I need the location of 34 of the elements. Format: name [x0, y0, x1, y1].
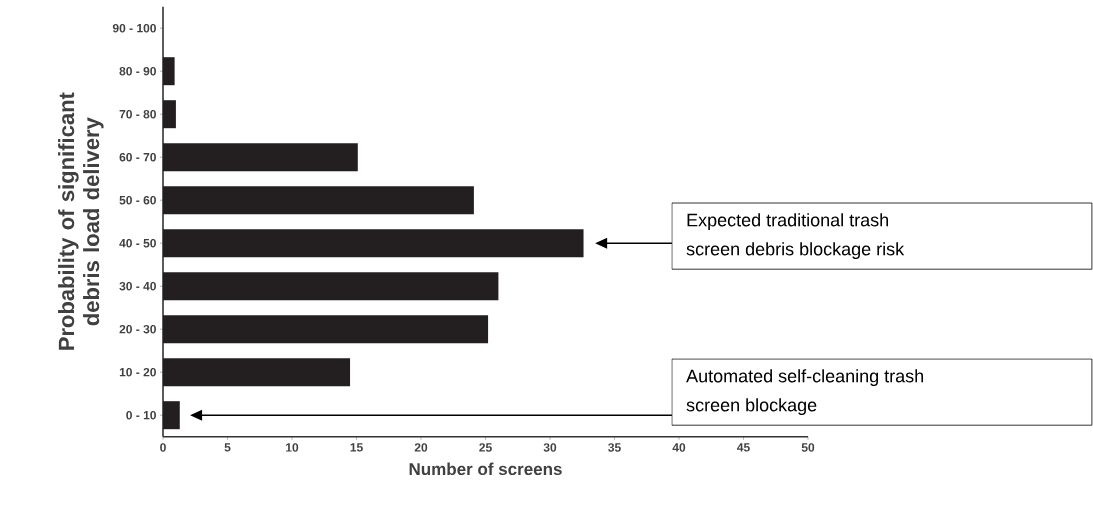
x-tick-label: 35: [608, 443, 621, 452]
x-tick-label: 50: [801, 443, 815, 452]
y-tick-label: 40 - 50: [119, 238, 156, 248]
annotation: Expected traditional trash screen debris blockage risk: [686, 213, 905, 259]
bar: [163, 57, 175, 86]
bar: [163, 143, 358, 172]
y-tick-label: 80 - 90: [119, 66, 156, 76]
x-tick-label: 25: [479, 443, 492, 452]
x-tick-label: 45: [737, 443, 750, 452]
y-tick-label: 90 - 100: [112, 23, 156, 33]
y-tick-label: 60 - 70: [119, 152, 156, 162]
x-axis-title: Number of screens: [409, 462, 562, 476]
y-tick-label: 30 - 40: [119, 281, 156, 291]
y-tick-label: 70 - 80: [119, 109, 156, 119]
bar: [163, 315, 489, 344]
annotation: Automated self-cleaning trash screen blockage: [686, 369, 924, 415]
y-tick-label: 50 - 60: [119, 195, 156, 205]
y-tick-label: 0 - 10: [126, 410, 156, 420]
x-tick-label: 5: [224, 443, 231, 452]
y-axis-title: Probability of significant debris load delivery: [58, 92, 104, 350]
x-tick-label: 40: [672, 443, 686, 452]
x-tick-label: 10: [286, 443, 299, 452]
bar: [163, 358, 351, 387]
y-tick-label: 20 - 30: [119, 324, 156, 334]
bar: [163, 272, 499, 301]
y-tick-label: 10 - 20: [119, 367, 156, 377]
bar: [163, 401, 180, 430]
x-tick-label: 0: [160, 443, 166, 452]
bar: [163, 186, 474, 215]
bar: [163, 229, 584, 258]
bar: [163, 100, 176, 129]
x-tick-label: 15: [350, 443, 363, 452]
x-tick-label: 20: [414, 443, 428, 452]
x-tick-label: 30: [543, 443, 557, 452]
